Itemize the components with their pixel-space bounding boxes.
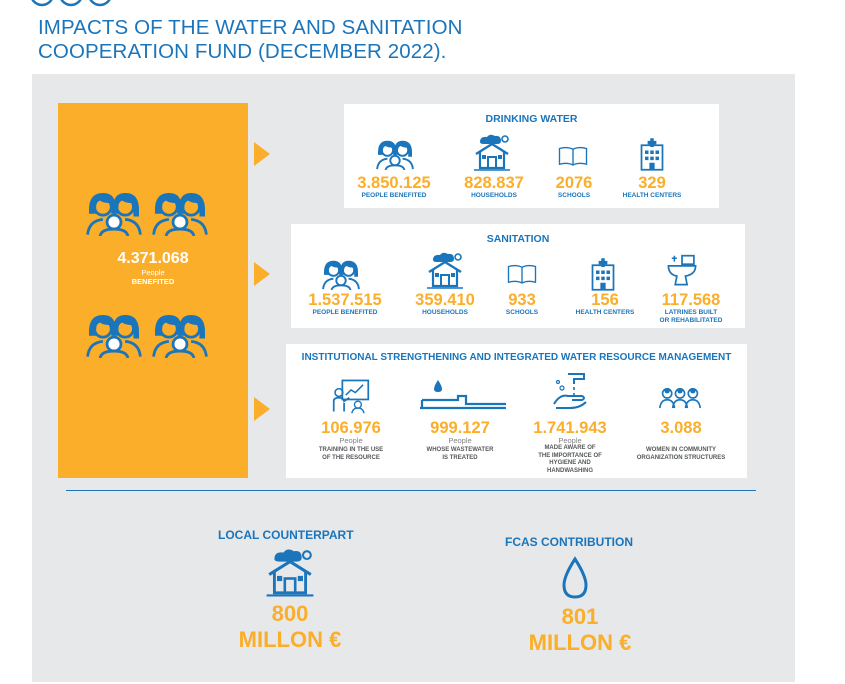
people-icon [321,256,361,290]
stat-label: HEALTH CENTERS [622,192,682,199]
stat-value: 933 [508,291,536,309]
card-title: SANITATION [486,233,550,245]
hospital-icon [638,136,666,172]
toilet-icon [665,254,699,288]
stat-people-benefited: 3.850.125 PEOPLE BENEFITED [349,174,439,200]
stat-wastewater: 999.127 People WHOSE WASTEWATER IS TREAT… [412,419,508,462]
stat-handwashing: 1.741.943 People MADE AWARE OF THE IMPOR… [522,419,618,475]
stat-unit: People [339,436,363,445]
book-icon [558,144,588,168]
people-group-icon [84,308,144,358]
book-icon [507,262,537,286]
stat-value: 117.568 [661,291,721,309]
stat-label: HOUSEHOLDS [422,309,468,316]
stat-people-benefited: 1.537.515 PEOPLE BENEFITED [295,291,395,317]
stat-label: PEOPLE BENEFITED [312,309,378,316]
people-group-icon [84,186,144,236]
stat-label: LATRINES BUILT OR REHABILITATED [659,309,723,324]
total-value: 4.371.068 [117,250,189,267]
stat-label: TRAINING IN THE USE OF THE RESOURCE [318,447,384,461]
local-counterpart-amount: 800 [271,601,309,626]
stat-label: WHOSE WASTEWATER IS TREATED [426,447,494,461]
divider [66,490,756,491]
fcas-contribution-title: FCAS CONTRIBUTION [505,535,633,549]
arrow-right-icon [254,262,270,286]
handwashing-icon [550,372,590,412]
total-label: BENEFITED [131,277,175,286]
stat-schools: 933 SCHOOLS [491,291,553,317]
stat-value: 1.537.515 [308,291,382,309]
arrow-right-icon [254,397,270,421]
sanitation-card: SANITATION 1.537.515 PEOPLE BENEFITED 35… [291,224,745,328]
stat-unit: People [448,436,472,445]
stat-women: 3.088 WOMEN IN COMMUNITY ORGANIZATION ST… [626,419,736,462]
stat-value: 2076 [555,174,593,192]
local-counterpart-title: LOCAL COUNTERPART [218,528,354,542]
drinking-water-card: DRINKING WATER 3.850.125 PEOPLE BENEFITE… [344,104,719,208]
stat-value: 1.741.943 [533,419,607,437]
decorative-circles-icon [31,0,111,7]
house-icon [472,132,512,172]
fcas-contribution-unit: MILLON € [528,630,632,655]
stat-value: 359.410 [415,291,475,309]
page-title: IMPACTS OF THE WATER AND SANITATION COOP… [38,16,463,64]
stat-label: MADE AWARE OF THE IMPORTANCE OF HYGIENE … [538,445,602,474]
stat-value: 156 [591,291,619,309]
women-group-icon [658,386,702,410]
stat-label: HEALTH CENTERS [575,309,635,316]
stat-unit: People [558,436,582,445]
stat-label: SCHOOLS [505,309,539,316]
stat-value: 3.850.125 [357,174,431,192]
stat-value: 3.088 [660,419,702,437]
stat-schools: 2076 SCHOOLS [539,174,609,200]
fcas-contribution-amount: 801 [561,604,599,629]
local-counterpart-unit: MILLON € [238,627,342,652]
card-title: INSTITUTIONAL STRENGTHENING AND INTEGRAT… [301,352,732,363]
people-icon [376,136,414,170]
stat-value: 828.837 [464,174,524,192]
people-group-icon [150,308,210,358]
stat-value: 329 [638,174,666,192]
water-drop-icon [560,556,590,600]
institutional-card: INSTITUTIONAL STRENGTHENING AND INTEGRAT… [286,344,747,478]
stat-latrines: 117.568 LATRINES BUILT OR REHABILITATED [641,291,741,325]
title-line: COOPERATION FUND (DECEMBER 2022). [38,40,447,63]
stat-health-centers: 156 HEALTH CENTERS [559,291,651,317]
title-line: IMPACTS OF THE WATER AND SANITATION [38,16,463,39]
total-beneficiaries-column [58,103,248,478]
total-unit: People [141,268,165,277]
stat-label: PEOPLE BENEFITED [361,192,427,199]
training-icon [332,378,370,414]
stat-households: 359.410 HOUSEHOLDS [399,291,491,317]
stat-label: HOUSEHOLDS [471,192,517,199]
arrow-right-icon [254,142,270,166]
people-group-icon [150,186,210,236]
stat-households: 828.837 HOUSEHOLDS [449,174,539,200]
stat-value: 106.976 [321,419,381,437]
stat-label: SCHOOLS [557,192,591,199]
stat-training: 106.976 People TRAINING IN THE USE OF TH… [306,419,396,462]
wastewater-icon [418,378,508,410]
house-icon [425,250,465,290]
hospital-icon [589,256,617,292]
house-icon [264,546,316,598]
stat-label: WOMEN IN COMMUNITY ORGANIZATION STRUCTUR… [636,447,726,461]
stat-health-centers: 329 HEALTH CENTERS [612,174,692,200]
card-title: DRINKING WATER [485,113,578,125]
stat-value: 999.127 [430,419,490,437]
